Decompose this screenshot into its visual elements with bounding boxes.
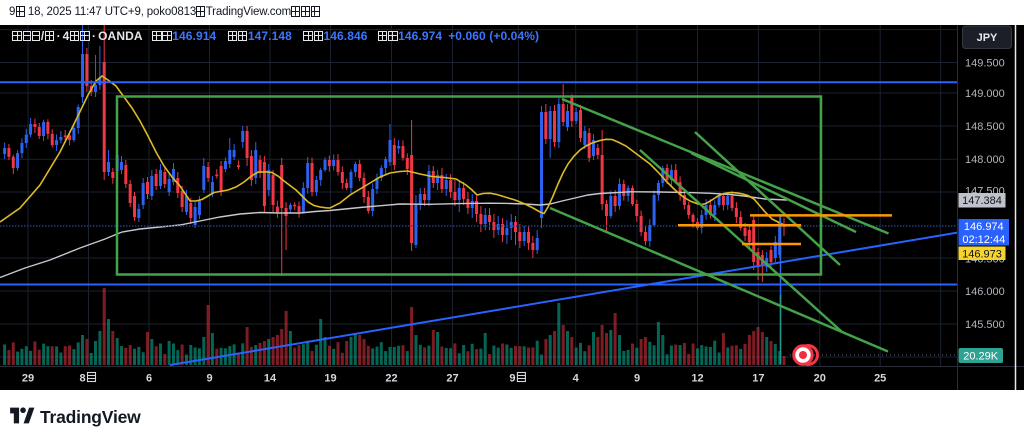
svg-text:9: 9 [634,373,640,385]
svg-text:145.500: 145.500 [965,319,1005,331]
svg-text:148.500: 148.500 [965,121,1005,133]
svg-text:02:12:44: 02:12:44 [962,234,1005,246]
svg-text:20: 20 [814,373,826,385]
svg-text:20.29K: 20.29K [963,350,999,362]
svg-text:12: 12 [691,373,703,385]
svg-text:8: 8 [79,373,85,385]
svg-text:6: 6 [146,373,152,385]
svg-text:29: 29 [22,373,34,385]
svg-text:17: 17 [752,373,764,385]
svg-text:9: 9 [206,373,212,385]
svg-text:19: 19 [324,373,336,385]
svg-text:14: 14 [264,373,277,385]
svg-text:147.384: 147.384 [962,195,1002,207]
svg-text:148.000: 148.000 [965,154,1005,166]
svg-text:4: 4 [573,373,580,385]
svg-text:9: 9 [509,373,515,385]
svg-text:149.500: 149.500 [965,57,1005,69]
svg-text:25: 25 [874,373,886,385]
svg-text:JPY: JPY [977,32,998,44]
svg-text:146.973: 146.973 [962,248,1002,260]
svg-text:149.000: 149.000 [965,88,1005,100]
svg-text:22: 22 [385,373,397,385]
svg-text:146.974: 146.974 [964,221,1004,233]
svg-text:27: 27 [446,373,458,385]
svg-text:146.000: 146.000 [965,286,1005,298]
